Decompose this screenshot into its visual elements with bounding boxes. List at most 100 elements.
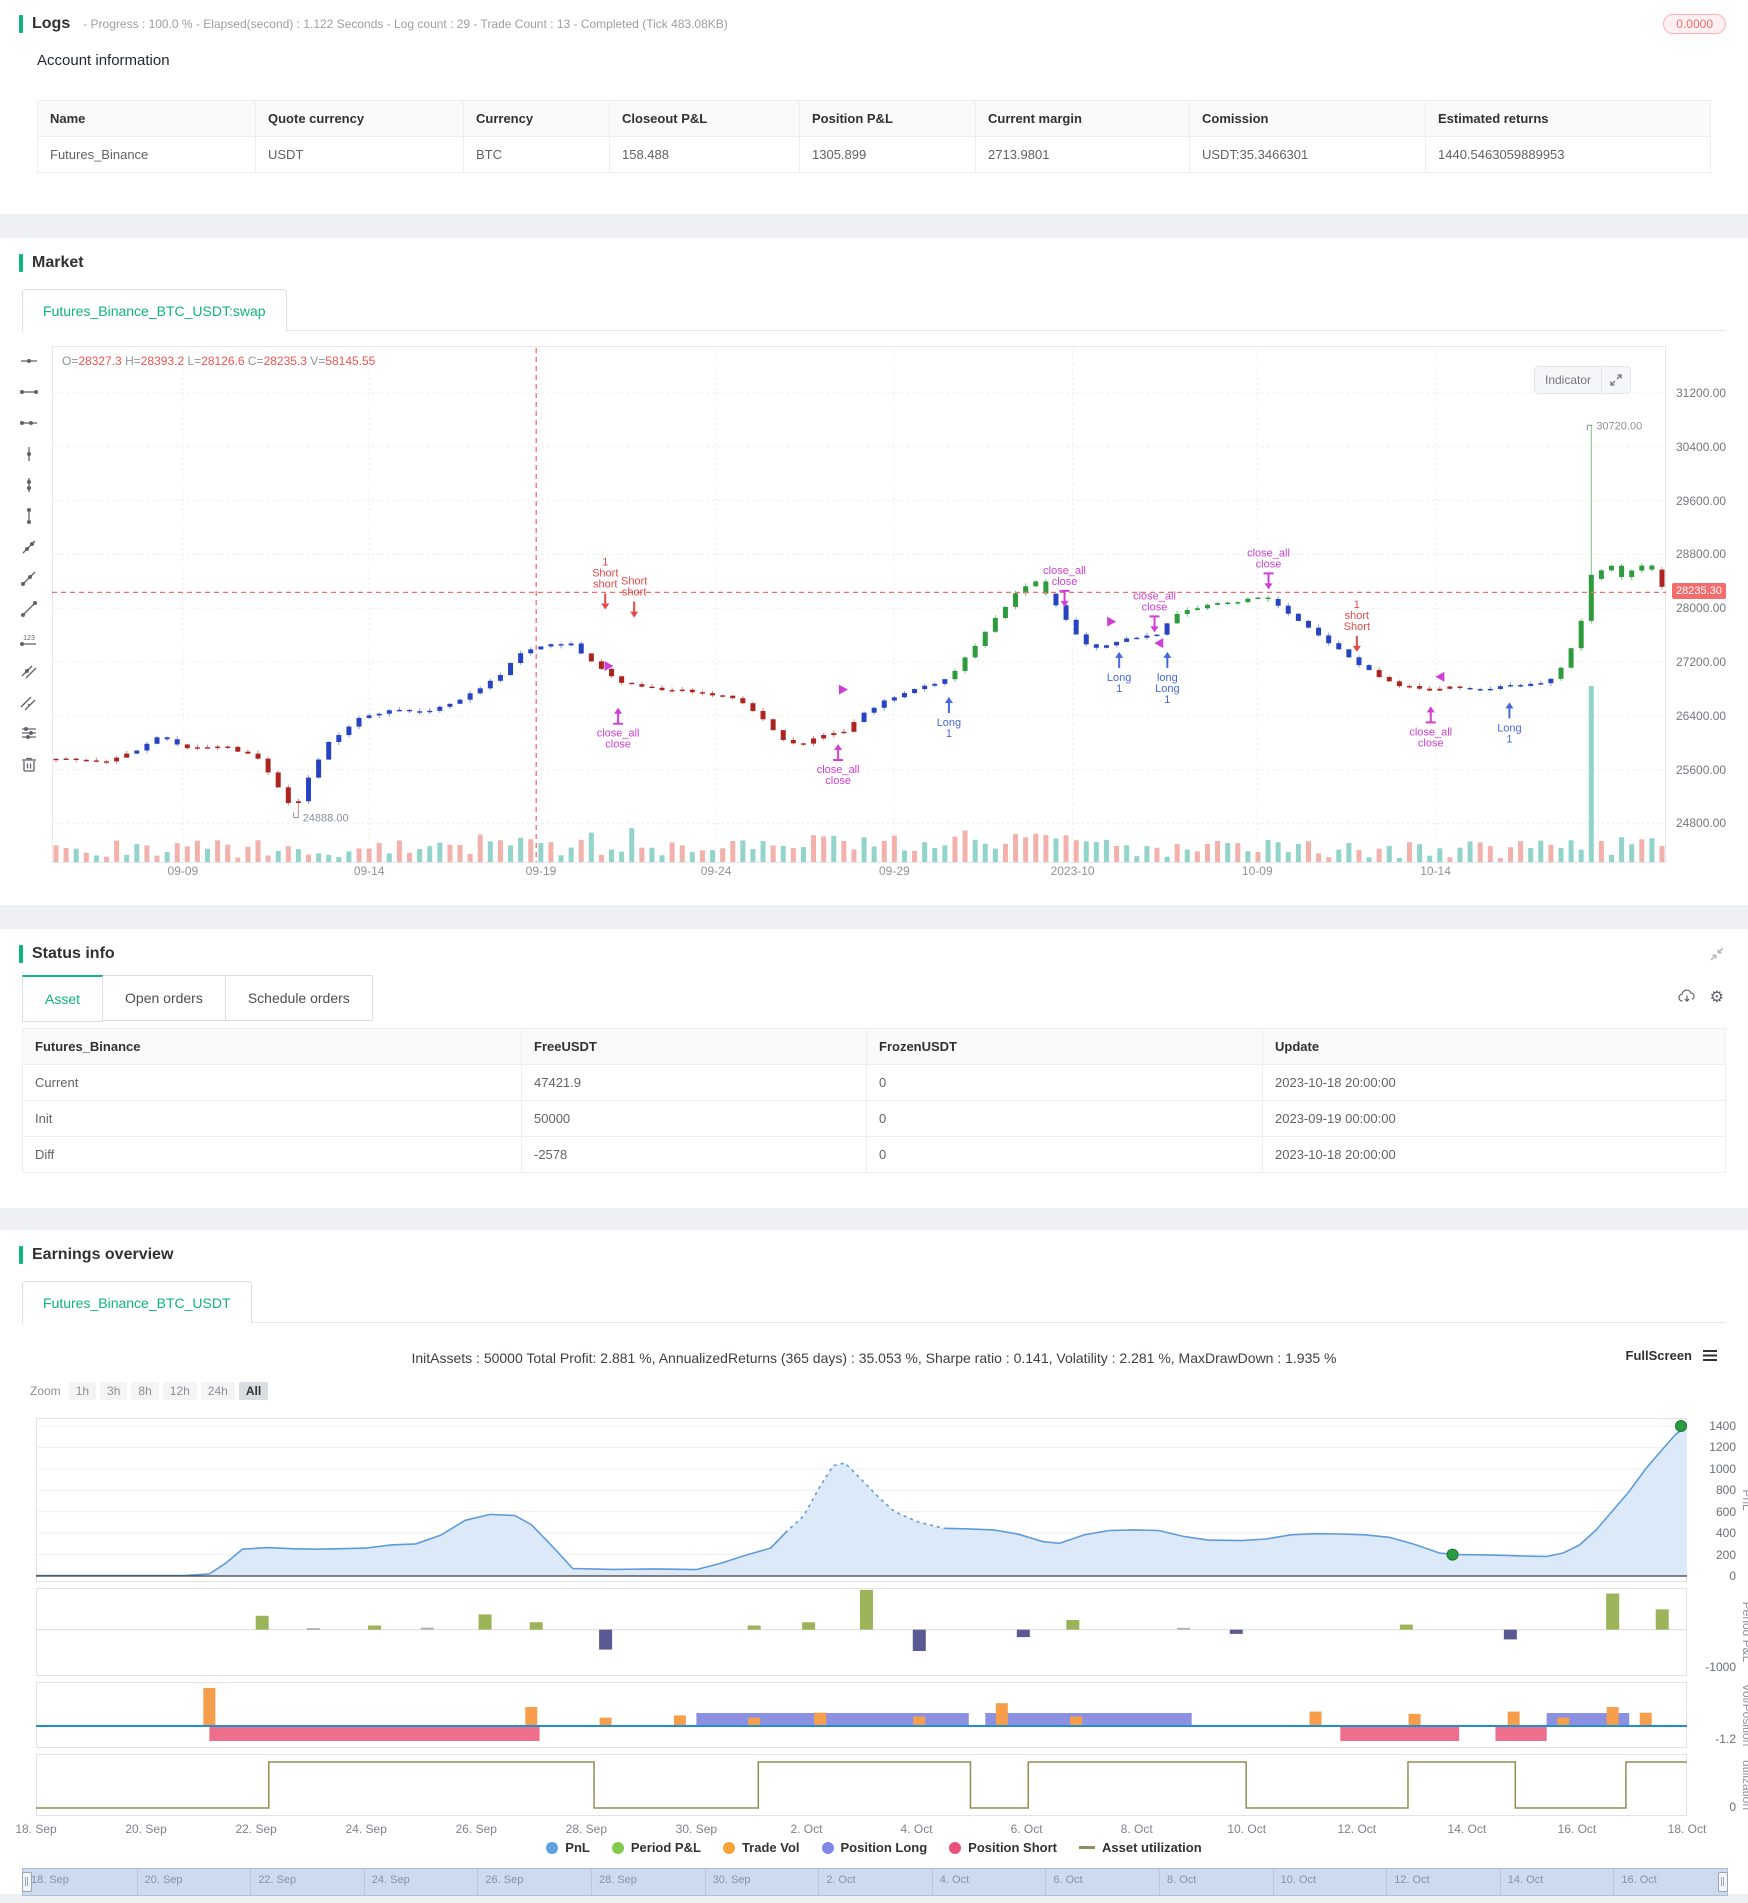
pnl-chart[interactable] bbox=[36, 1418, 1687, 1582]
navigator-label: 8. Oct bbox=[1167, 1874, 1197, 1886]
range-navigator[interactable]: 18. Sep 20. Sep 22. Sep 24. Sep 26. Sep 28. S… bbox=[22, 1868, 1728, 1896]
market-tab[interactable]: Futures_Binance_BTC_USDT:swap bbox=[22, 289, 287, 332]
zoom-option-12h[interactable]: 12h bbox=[162, 1382, 197, 1400]
parallel-lines-icon[interactable] bbox=[16, 689, 42, 715]
collapse-icon[interactable] bbox=[1710, 947, 1724, 966]
tab-asset[interactable]: Asset bbox=[22, 975, 104, 1022]
menu-icon[interactable] bbox=[1702, 1349, 1718, 1362]
navigator-tick bbox=[1272, 1869, 1274, 1895]
price-tick: 27200.00 bbox=[1676, 655, 1727, 669]
fullscreen-label[interactable]: FullScreen bbox=[1625, 1348, 1692, 1363]
navigator-label: 28. Sep bbox=[599, 1874, 637, 1886]
fullscreen-control[interactable]: FullScreen bbox=[1626, 1348, 1718, 1363]
zoom-option-3h[interactable]: 3h bbox=[100, 1382, 128, 1400]
earnings-tab-row: Futures_Binance_BTC_USDT bbox=[22, 1280, 1726, 1324]
tab-schedule-orders[interactable]: Schedule orders bbox=[225, 975, 373, 1021]
column-header: Currency bbox=[463, 100, 610, 137]
legend-item[interactable]: PnL bbox=[546, 1840, 590, 1855]
column-header: FreeUSDT bbox=[521, 1028, 867, 1065]
navigator-tick bbox=[1613, 1869, 1615, 1895]
column-header: FrozenUSDT bbox=[866, 1028, 1263, 1065]
svg-text:09-24: 09-24 bbox=[701, 864, 732, 878]
legend-label: Period P&L bbox=[630, 1840, 701, 1855]
tab-open-orders[interactable]: Open orders bbox=[103, 975, 226, 1021]
x-axis-label: 22. Sep bbox=[235, 1822, 277, 1836]
navigator-tick bbox=[363, 1869, 365, 1895]
vertical-ray-icon[interactable] bbox=[16, 472, 42, 498]
trend-line-icon[interactable] bbox=[16, 596, 42, 622]
status-title: Status info bbox=[32, 945, 115, 962]
table-cell: USDT:35.3466301 bbox=[1189, 136, 1426, 173]
earnings-title: Earnings overview bbox=[32, 1246, 174, 1263]
ohlc-readout: O=28327.3 H=28393.2 L=28126.6 C=28235.3 … bbox=[62, 354, 376, 368]
indicator-button[interactable]: Indicator bbox=[1534, 366, 1632, 394]
parallel-segment-icon[interactable] bbox=[16, 658, 42, 684]
period-pnl-chart[interactable] bbox=[36, 1588, 1687, 1676]
adjust-icon[interactable] bbox=[16, 720, 42, 746]
axis-tick: 0 bbox=[1729, 1800, 1736, 1814]
navigator-tick bbox=[818, 1869, 820, 1895]
chart-legend: PnL Period P&L Trade Vol Position Long Posit… bbox=[0, 1840, 1748, 1855]
x-axis-label: 30. Sep bbox=[675, 1822, 718, 1836]
price-tick: 30400.00 bbox=[1676, 439, 1727, 454]
svg-text:close_all: close_all bbox=[1247, 547, 1290, 559]
trash-icon[interactable] bbox=[16, 751, 42, 777]
horizontal-ray-icon[interactable] bbox=[16, 410, 42, 436]
table-cell: Init bbox=[22, 1100, 522, 1137]
trend-segment-icon[interactable] bbox=[16, 534, 42, 560]
navigator-tick bbox=[1045, 1869, 1047, 1895]
column-header: Closeout P&L bbox=[609, 100, 800, 137]
x-axis-label: 12. Oct bbox=[1337, 1822, 1377, 1836]
x-axis-label: 24. Sep bbox=[345, 1822, 387, 1836]
navigator-tick bbox=[704, 1869, 706, 1895]
section-accent-bar bbox=[19, 945, 23, 963]
horizontal-segment-icon[interactable] bbox=[16, 379, 42, 405]
navigator-label: 6. Oct bbox=[1053, 1874, 1083, 1886]
svg-text:1: 1 bbox=[1116, 683, 1122, 695]
price-line-icon[interactable] bbox=[16, 348, 42, 374]
legend-item[interactable]: Position Long bbox=[821, 1840, 927, 1855]
axis-title: utilization bbox=[1740, 1759, 1748, 1811]
legend-item[interactable]: Trade Vol bbox=[722, 1840, 800, 1855]
legend-item[interactable]: Position Short bbox=[949, 1840, 1057, 1855]
legend-item[interactable]: Asset utilization bbox=[1079, 1840, 1202, 1855]
axis-tick: 1400 bbox=[1709, 1419, 1736, 1433]
navigator-handle-right[interactable] bbox=[1718, 1872, 1728, 1892]
zoom-option-all[interactable]: All bbox=[238, 1382, 269, 1400]
column-header: Update bbox=[1262, 1028, 1726, 1065]
navigator-handle-left[interactable] bbox=[22, 1872, 32, 1892]
svg-text:09-19: 09-19 bbox=[526, 864, 557, 878]
logs-title: Logs bbox=[32, 15, 71, 32]
table-cell: -2578 bbox=[521, 1136, 867, 1173]
x-axis-label: 16. Oct bbox=[1557, 1822, 1597, 1836]
vertical-segment-icon[interactable] bbox=[16, 441, 42, 467]
legend-item[interactable]: Period P&L bbox=[611, 1840, 701, 1855]
price-tick: 26400.00 bbox=[1676, 708, 1727, 723]
navigator-label: 30. Sep bbox=[712, 1874, 751, 1886]
svg-text:Short: Short bbox=[1344, 621, 1370, 633]
gear-icon[interactable]: ⚙ bbox=[1709, 989, 1724, 1006]
zoom-option-8h[interactable]: 8h bbox=[131, 1382, 159, 1400]
expand-icon[interactable] bbox=[1602, 374, 1630, 386]
price-note-icon[interactable]: 123 bbox=[16, 627, 42, 653]
column-header: Futures_Binance bbox=[22, 1028, 522, 1065]
price-tick: 24800.00 bbox=[1676, 816, 1727, 831]
cloud-download-icon[interactable] bbox=[1678, 989, 1696, 1009]
utilization-chart[interactable] bbox=[36, 1754, 1687, 1816]
table-cell: 0 bbox=[866, 1100, 1263, 1137]
table-cell: USDT bbox=[255, 136, 464, 173]
trend-ray-icon[interactable] bbox=[16, 565, 42, 591]
table-cell: Current bbox=[22, 1064, 522, 1101]
zoom-option-24h[interactable]: 24h bbox=[200, 1382, 235, 1400]
earnings-tab[interactable]: Futures_Binance_BTC_USDT bbox=[22, 1281, 252, 1324]
zoom-option-1h[interactable]: 1h bbox=[68, 1382, 97, 1400]
x-axis-label: 14. Oct bbox=[1447, 1822, 1487, 1836]
account-table: Name Quote currency Currency Closeout P&L Po… bbox=[37, 100, 1711, 173]
svg-text:1: 1 bbox=[946, 728, 952, 740]
svg-text:close: close bbox=[1418, 737, 1444, 749]
vertical-line-icon[interactable] bbox=[16, 503, 42, 529]
table-cell: 2023-10-18 20:00:00 bbox=[1262, 1136, 1726, 1173]
vol-position-chart[interactable] bbox=[36, 1682, 1687, 1748]
navigator-tick bbox=[591, 1869, 592, 1895]
